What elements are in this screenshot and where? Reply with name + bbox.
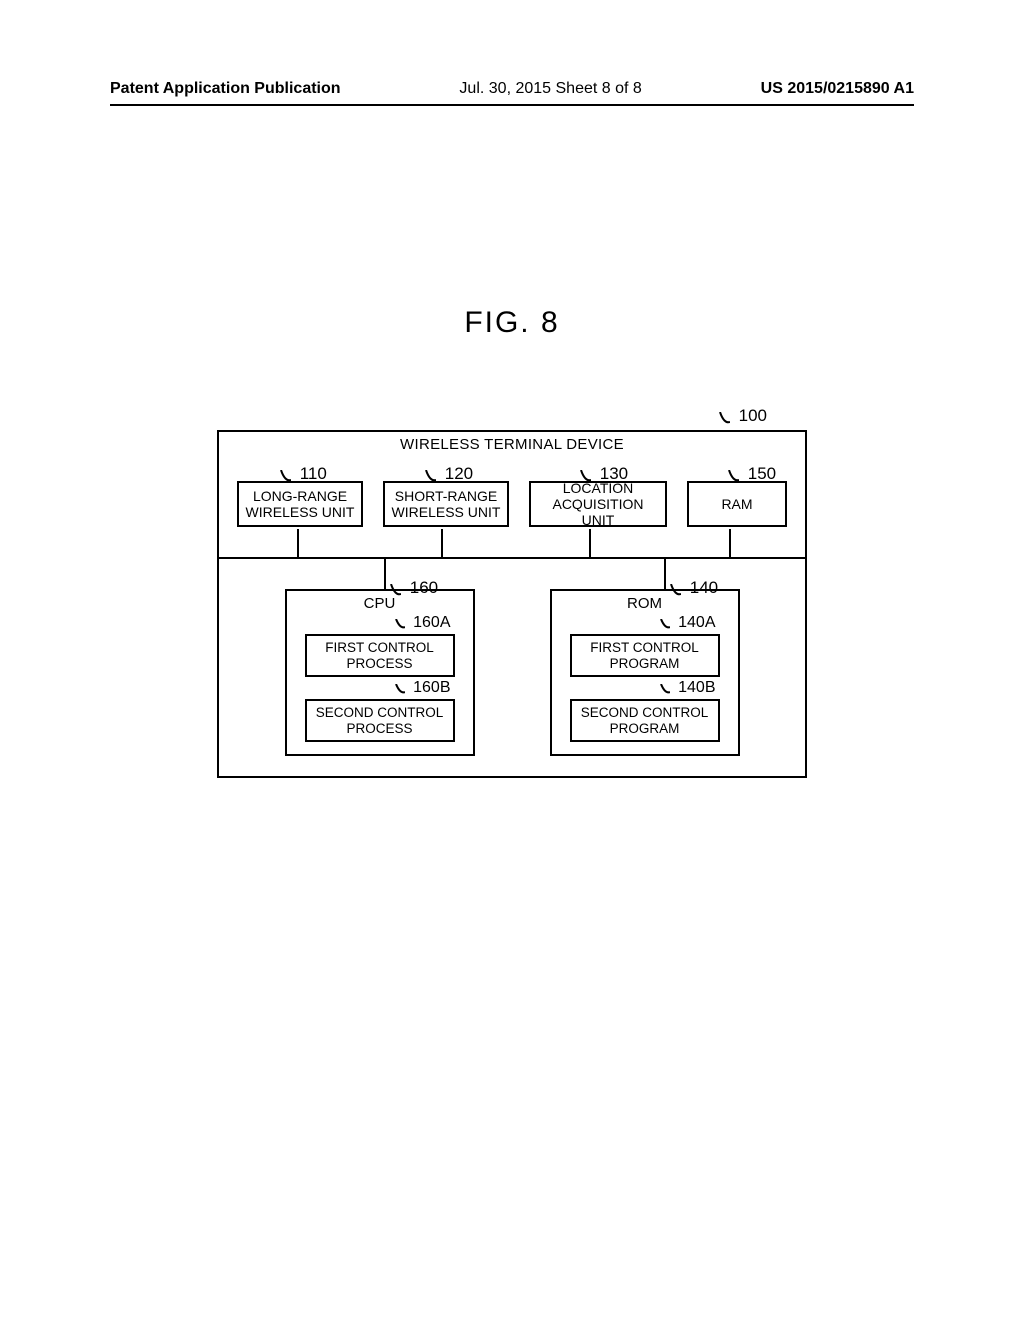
ram-unit: RAM xyxy=(687,481,787,527)
second-control-program: 140B SECOND CONTROL PROGRAM xyxy=(570,699,720,742)
pub-number: US 2015/0215890 A1 xyxy=(761,80,914,98)
ref-hook-icon xyxy=(279,470,291,484)
bus-stub xyxy=(664,559,666,589)
first-control-process: 160A FIRST CONTROL PROCESS xyxy=(305,634,455,677)
bus-stub xyxy=(297,529,299,559)
ref-140a: 140A xyxy=(660,614,716,632)
device-title: WIRELESS TERMINAL DEVICE xyxy=(219,436,805,453)
bus-stub xyxy=(729,529,731,559)
rom-title: ROM xyxy=(558,595,732,612)
ref-130: 130 xyxy=(579,464,628,484)
location-acquisition-unit: LOCATION ACQUISITION UNIT xyxy=(529,481,667,527)
pub-date-sheet: Jul. 30, 2015 Sheet 8 of 8 xyxy=(459,80,641,98)
top-row: LONG-RANGE WIRELESS UNIT SHORT-RANGE WIR… xyxy=(219,481,805,527)
lower-row: CPU 160A FIRST CONTROL PROCESS 160B xyxy=(219,589,805,756)
rom-module: ROM 140A FIRST CONTROL PROGRAM 140B xyxy=(550,589,740,756)
ref-hook-icon xyxy=(718,412,730,426)
short-range-wireless-unit: SHORT-RANGE WIRELESS UNIT xyxy=(383,481,509,527)
bus-stub xyxy=(384,559,386,589)
ref-hook-icon xyxy=(395,684,405,696)
device-box: WIRELESS TERMINAL DEVICE 110 120 130 150 xyxy=(217,430,807,778)
patent-page: Patent Application Publication Jul. 30, … xyxy=(0,0,1024,778)
pub-type: Patent Application Publication xyxy=(110,80,341,98)
ref-hook-icon xyxy=(727,470,739,484)
bus-stub xyxy=(589,529,591,559)
ref-150: 150 xyxy=(727,464,776,484)
ref-hook-icon xyxy=(660,684,670,696)
first-control-program: 140A FIRST CONTROL PROGRAM xyxy=(570,634,720,677)
figure-title: FIG. 8 xyxy=(110,306,914,340)
second-control-process: 160B SECOND CONTROL PROCESS xyxy=(305,699,455,742)
ref-100: 100 xyxy=(718,406,767,426)
ref-160b: 160B xyxy=(395,679,451,697)
bus-stub xyxy=(441,529,443,559)
ref-hook-icon xyxy=(424,470,436,484)
bus-line xyxy=(219,557,805,559)
cpu-title: CPU xyxy=(293,595,467,612)
ref-hook-icon xyxy=(660,619,670,631)
long-range-wireless-unit: LONG-RANGE WIRELESS UNIT xyxy=(237,481,363,527)
patent-header: Patent Application Publication Jul. 30, … xyxy=(110,80,914,106)
ref-160a: 160A xyxy=(395,614,451,632)
ref-hook-icon xyxy=(579,470,591,484)
diagram: 100 WIRELESS TERMINAL DEVICE 110 120 130… xyxy=(217,430,807,778)
ref-120: 120 xyxy=(424,464,473,484)
ref-110: 110 xyxy=(279,464,327,484)
ref-140b: 140B xyxy=(660,679,716,697)
cpu-module: CPU 160A FIRST CONTROL PROCESS 160B xyxy=(285,589,475,756)
ref-hook-icon xyxy=(395,619,405,631)
